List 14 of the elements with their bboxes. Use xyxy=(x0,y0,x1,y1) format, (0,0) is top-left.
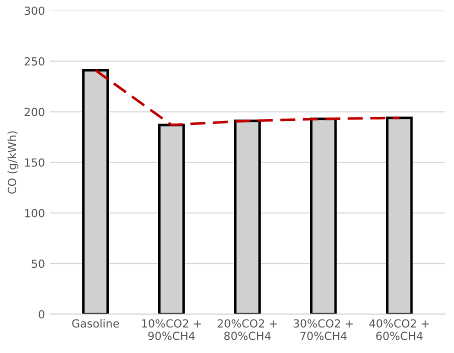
x-tick-label: 20%CO2 + 80%CH4 xyxy=(218,319,277,340)
y-tick-label: 100 xyxy=(25,208,44,218)
y-tick-label: 300 xyxy=(24,6,44,15)
x-tick-label: 30%CO2 + 70%CH4 xyxy=(294,319,353,340)
x-tick-label: Gasoline xyxy=(72,319,119,328)
line-series xyxy=(94,69,401,126)
y-tick-label: 150 xyxy=(25,158,44,167)
y-axis-title: CO (g/kWh) xyxy=(8,131,18,194)
y-tick-label: 200 xyxy=(24,108,44,116)
y-tick-label: 50 xyxy=(32,260,44,268)
x-tick-label: 10%CO2 + 90%CH4 xyxy=(142,319,201,340)
y-tick-label: 0 xyxy=(38,310,44,319)
y-tick-label: 250 xyxy=(24,57,44,66)
x-tick-label: 40%CO2 + 60%CH4 xyxy=(369,319,429,340)
